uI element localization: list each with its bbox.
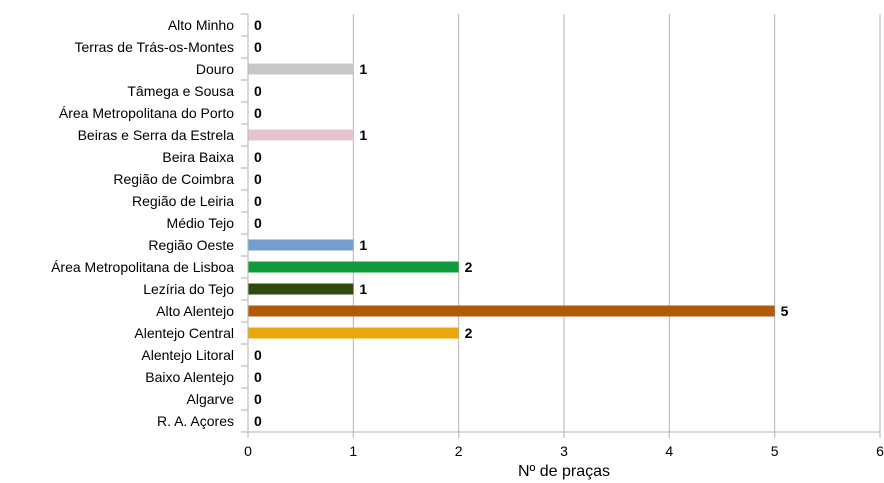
data-label: 0 [254, 105, 262, 121]
bars [248, 63, 775, 339]
bar [248, 283, 354, 295]
category-label: Tâmega e Sousa [127, 83, 234, 99]
x-tick-label: 3 [560, 443, 568, 459]
bar [248, 129, 354, 141]
data-label: 0 [254, 149, 262, 165]
category-label: Alto Minho [168, 17, 234, 33]
data-label: 0 [254, 39, 262, 55]
category-label: Alentejo Litoral [141, 347, 234, 363]
category-label: Beira Baixa [162, 149, 234, 165]
category-label: Região Oeste [148, 237, 234, 253]
bar [248, 63, 354, 75]
x-tick-label: 6 [876, 443, 884, 459]
category-label: Baixo Alentejo [145, 369, 234, 385]
data-label: 2 [465, 259, 473, 275]
data-label: 0 [254, 83, 262, 99]
bar [248, 261, 459, 273]
data-label: 5 [781, 303, 789, 319]
bar [248, 305, 775, 317]
bar [248, 239, 354, 251]
x-tick-label: 4 [665, 443, 673, 459]
category-labels: Alto Minho Terras de Trás-os-Montes Douro T… [51, 17, 234, 429]
axes [241, 13, 881, 438]
x-tick-label: 1 [349, 443, 357, 459]
data-label: 1 [359, 281, 367, 297]
data-label: 0 [254, 347, 262, 363]
category-label: Alentejo Central [134, 325, 234, 341]
data-label: 0 [254, 17, 262, 33]
x-tick-label: 0 [244, 443, 252, 459]
data-labels: 0 0 1 0 0 1 0 0 0 0 1 2 1 5 2 0 0 0 0 [254, 17, 789, 429]
category-label: Região de Coimbra [113, 171, 234, 187]
category-label: Médio Tejo [167, 215, 235, 231]
data-label: 1 [359, 127, 367, 143]
data-label: 2 [465, 325, 473, 341]
data-label: 0 [254, 391, 262, 407]
category-label: Área Metropolitana de Lisboa [51, 259, 234, 275]
category-label: Beiras e Serra da Estrela [78, 127, 235, 143]
category-label: Alto Alentejo [156, 303, 234, 319]
x-axis-title: Nº de praças [518, 463, 610, 480]
data-label: 0 [254, 171, 262, 187]
data-label: 0 [254, 413, 262, 429]
x-tick-label: 5 [771, 443, 779, 459]
category-label: R. A. Açores [157, 413, 234, 429]
x-tick-label: 2 [455, 443, 463, 459]
data-label: 0 [254, 193, 262, 209]
data-label: 1 [359, 237, 367, 253]
grid-lines [352, 14, 881, 432]
bar [248, 327, 459, 339]
category-label: Área Metropolitana do Porto [59, 105, 234, 121]
x-tick-labels: 0 1 2 3 4 5 6 [244, 443, 884, 459]
data-label: 1 [359, 61, 367, 77]
category-label: Terras de Trás-os-Montes [75, 39, 235, 55]
category-label: Lezíria do Tejo [143, 281, 234, 297]
category-label: Região de Leiria [132, 193, 234, 209]
category-label: Algarve [187, 391, 235, 407]
data-label: 0 [254, 369, 262, 385]
category-label: Douro [196, 61, 234, 77]
data-label: 0 [254, 215, 262, 231]
